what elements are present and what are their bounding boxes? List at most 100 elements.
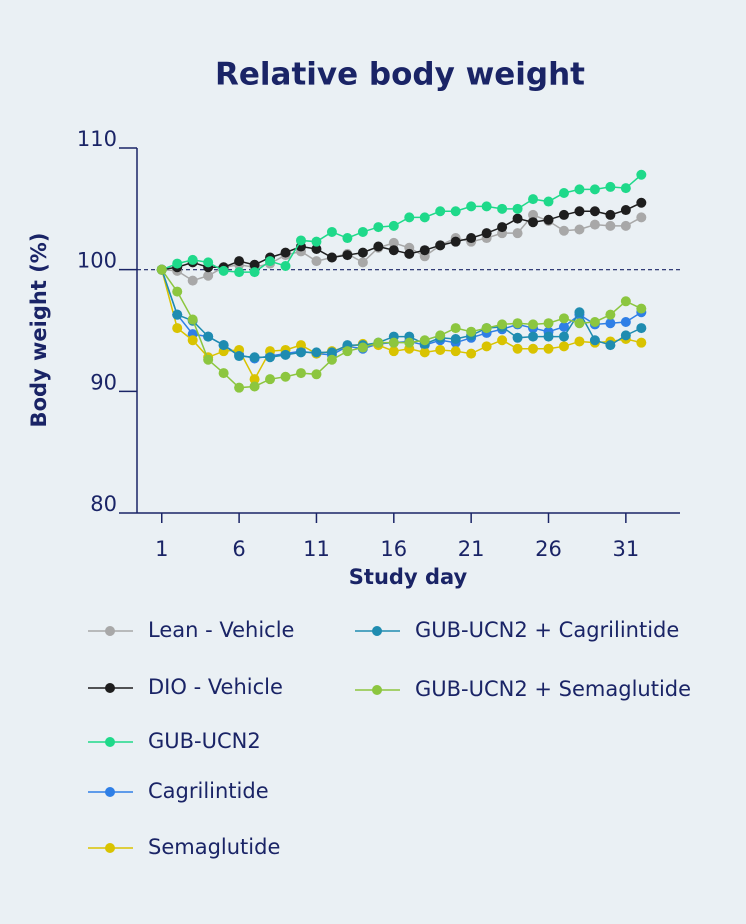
data-point — [450, 236, 461, 247]
data-point — [481, 201, 492, 212]
data-point — [156, 264, 167, 275]
data-point — [311, 243, 322, 254]
legend-marker — [372, 626, 382, 636]
data-point — [528, 217, 539, 228]
data-point — [295, 340, 306, 351]
data-point — [435, 330, 446, 341]
x-tick-label: 26 — [535, 537, 562, 561]
data-point — [249, 374, 260, 385]
data-point — [435, 344, 446, 355]
data-point — [636, 323, 647, 334]
data-point — [636, 197, 647, 208]
data-point — [528, 343, 539, 354]
legend-marker — [105, 737, 115, 747]
data-point — [326, 226, 337, 237]
data-point — [203, 270, 214, 281]
data-point — [450, 206, 461, 217]
data-point — [589, 206, 600, 217]
data-point — [404, 248, 415, 259]
data-point — [574, 336, 585, 347]
data-point — [187, 314, 198, 325]
data-point — [636, 303, 647, 314]
y-tick-label: 80 — [90, 492, 117, 516]
data-point — [512, 213, 523, 224]
data-point — [558, 209, 569, 220]
data-point — [497, 319, 508, 330]
data-point — [543, 343, 554, 354]
data-point — [558, 341, 569, 352]
legend-label: GUB-UCN2 + Cagrilintide — [415, 618, 679, 642]
data-point — [558, 321, 569, 332]
data-point — [574, 318, 585, 329]
data-point — [512, 332, 523, 343]
legend-label: Cagrilintide — [148, 779, 269, 803]
series-line — [161, 174, 642, 273]
data-point — [589, 335, 600, 346]
data-point — [589, 184, 600, 195]
data-point — [295, 235, 306, 246]
data-point — [172, 323, 183, 334]
data-point — [249, 352, 260, 363]
data-point — [605, 340, 616, 351]
data-point — [435, 240, 446, 251]
legend-label: DIO - Vehicle — [148, 675, 283, 699]
data-point — [311, 236, 322, 247]
legend-marker — [372, 685, 382, 695]
y-axis-label: Body weight (%) — [27, 233, 51, 428]
legend-marker — [105, 843, 115, 853]
legend-marker — [105, 787, 115, 797]
data-point — [528, 209, 539, 220]
data-point — [512, 318, 523, 329]
data-point — [589, 219, 600, 230]
data-point — [497, 335, 508, 346]
data-point — [636, 212, 647, 223]
data-point — [605, 220, 616, 231]
data-point — [388, 337, 399, 348]
data-point — [326, 347, 337, 358]
data-point — [342, 346, 353, 357]
y-tick-label: 100 — [77, 249, 117, 273]
data-point — [203, 354, 214, 365]
data-point — [326, 252, 337, 263]
data-point — [249, 259, 260, 270]
data-point — [419, 347, 430, 358]
data-point — [605, 181, 616, 192]
data-point — [605, 309, 616, 320]
data-point — [172, 258, 183, 269]
data-point — [218, 368, 229, 379]
data-point — [311, 369, 322, 380]
data-point — [620, 330, 631, 341]
data-point — [234, 351, 245, 362]
data-point — [187, 254, 198, 265]
data-point — [373, 241, 384, 252]
x-tick-label: 21 — [458, 537, 485, 561]
data-point — [172, 286, 183, 297]
data-point — [466, 233, 477, 244]
x-tick-label: 31 — [612, 537, 639, 561]
data-point — [543, 214, 554, 225]
data-point — [528, 194, 539, 205]
data-point — [620, 296, 631, 307]
y-tick-label: 90 — [90, 370, 117, 394]
data-point — [450, 323, 461, 334]
data-point — [589, 316, 600, 327]
data-point — [295, 368, 306, 379]
data-point — [620, 316, 631, 327]
x-tick-label: 16 — [380, 537, 407, 561]
data-point — [357, 342, 368, 353]
data-point — [357, 247, 368, 258]
data-point — [558, 225, 569, 236]
y-tick-label: 110 — [77, 127, 117, 151]
data-point — [203, 331, 214, 342]
data-point — [466, 326, 477, 337]
series-line — [161, 214, 642, 282]
x-tick-label: 1 — [155, 537, 168, 561]
data-point — [558, 313, 569, 324]
legend-marker — [105, 683, 115, 693]
x-tick-label: 11 — [303, 537, 330, 561]
data-point — [357, 257, 368, 268]
data-point — [620, 205, 631, 216]
data-point — [388, 237, 399, 248]
legend-label: GUB-UCN2 — [148, 729, 261, 753]
